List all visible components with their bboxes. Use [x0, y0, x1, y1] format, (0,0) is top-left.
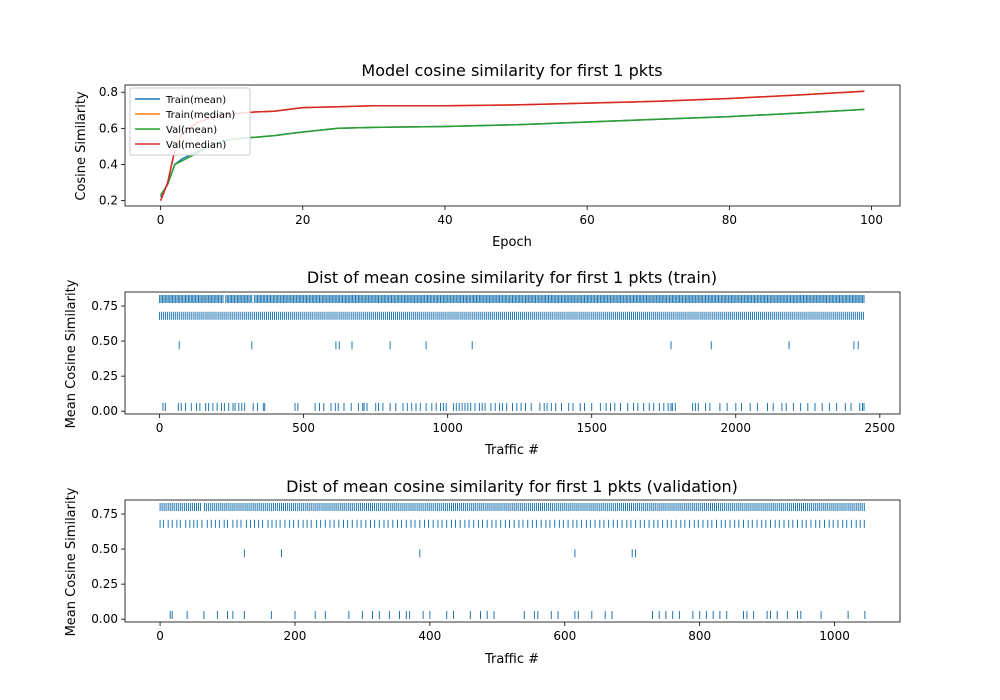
axes-frame: [124, 84, 901, 207]
legend-label-train-mean: Train(mean): [165, 95, 226, 106]
series-line-2: [159, 108, 865, 196]
x-tick-label: 2500: [865, 421, 896, 435]
x-tick-label: 1000: [432, 421, 463, 435]
axes-frame: [124, 499, 901, 623]
val-dist-chart-xlabel: Traffic #: [484, 652, 539, 667]
legend-label-train-median: Train(median): [165, 110, 235, 121]
y-tick-label: 0.4: [99, 157, 118, 171]
epoch-chart: Model cosine similarity for first 1 pkts…: [74, 61, 901, 250]
epoch-chart-ylabel: Cosine Similarity: [74, 91, 89, 201]
train-dist-chart: Dist of mean cosine similarity for first…: [64, 268, 901, 458]
x-tick-label: 0: [157, 213, 165, 227]
x-tick-label: 2000: [721, 421, 752, 435]
train-dist-chart-ylabel: Mean Cosine Similarity: [64, 279, 79, 428]
x-tick-label: 800: [688, 629, 711, 643]
train-dist-chart-xlabel: Traffic #: [484, 443, 539, 458]
val-dist-chart: Dist of mean cosine similarity for first…: [64, 477, 901, 667]
y-tick-label: 0.6: [99, 121, 118, 135]
y-tick-label: 0.50: [91, 542, 118, 556]
train-dist-chart-title: Dist of mean cosine similarity for first…: [307, 268, 717, 287]
axes-frame: [124, 291, 901, 415]
y-tick-label: 0.8: [99, 85, 118, 99]
val-dist-chart-title: Dist of mean cosine similarity for first…: [286, 477, 738, 496]
x-tick-label: 600: [553, 629, 576, 643]
epoch-chart-title: Model cosine similarity for first 1 pkts: [361, 61, 662, 80]
val-dist-chart-plot: 0 200 400 600 800 1000 0.00 0.25 0.50 0.75: [91, 499, 901, 643]
x-tick-label: 100: [860, 213, 883, 227]
x-tick-label: 200: [284, 629, 307, 643]
val-dist-chart-ylabel: Mean Cosine Similarity: [64, 487, 79, 636]
x-tick-label: 60: [580, 213, 595, 227]
x-tick-label: 0: [156, 421, 164, 435]
x-tick-label: 400: [418, 629, 441, 643]
x-tick-label: 500: [292, 421, 315, 435]
y-tick-label: 0.2: [99, 194, 118, 208]
x-tick-label: 80: [722, 213, 737, 227]
y-tick-label: 0.00: [91, 612, 118, 626]
train-dist-chart-plot: 0 500 1000 1500 2000 2500 0.00 0.25 0.50 0.75: [91, 291, 901, 435]
y-tick-label: 0.50: [91, 334, 118, 348]
legend-frame: [129, 87, 251, 156]
x-tick-label: 20: [295, 213, 310, 227]
y-tick-label: 0.00: [91, 404, 118, 418]
epoch-chart-xlabel: Epoch: [492, 235, 532, 250]
y-tick-label: 0.75: [91, 299, 118, 313]
legend-label-val-median: Val(median): [166, 140, 226, 151]
x-tick-label: 1000: [819, 629, 850, 643]
x-tick-label: 40: [437, 213, 452, 227]
x-tick-label: 1500: [576, 421, 607, 435]
y-tick-label: 0.25: [91, 369, 118, 383]
y-tick-label: 0.25: [91, 577, 118, 591]
y-tick-label: 0.75: [91, 507, 118, 521]
epoch-chart-plot: 0 20 40 60 80 100 0.2 0.4 0.6 0.8: [99, 84, 901, 227]
legend-label-val-mean: Val(mean): [166, 125, 217, 136]
x-tick-label: 0: [156, 629, 164, 643]
epoch-chart-legend: Train(mean) Train(median) Val(mean) Val(…: [129, 87, 251, 156]
